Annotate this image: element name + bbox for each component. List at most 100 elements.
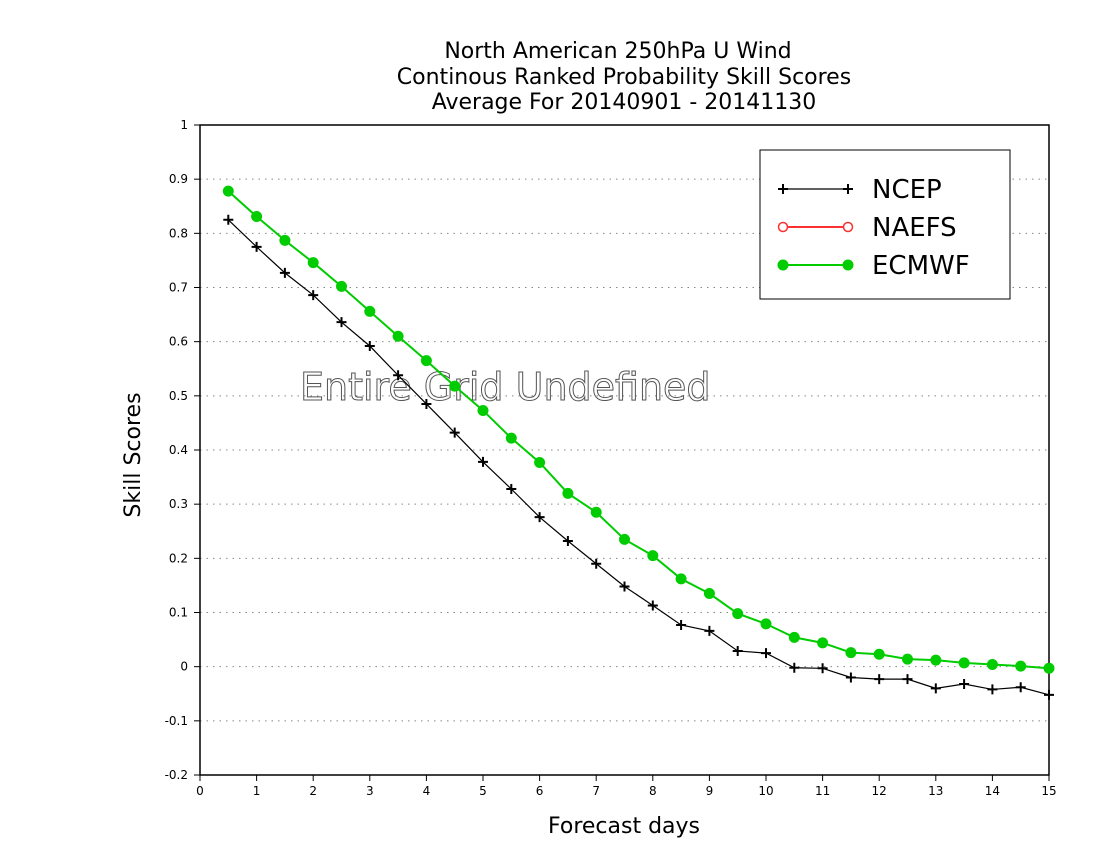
- ecmwf-point: [788, 631, 800, 643]
- ncep-point: [308, 290, 319, 301]
- ncep-point: [930, 683, 941, 694]
- y-tick-label: -0.2: [165, 768, 188, 782]
- x-tick-label: 0: [196, 784, 204, 798]
- ncep-point: [732, 645, 743, 656]
- ncep-line: [227, 219, 1050, 696]
- series-ncep: [223, 214, 1054, 700]
- ncep-point: [959, 679, 970, 689]
- x-tick-label: 14: [985, 784, 1000, 798]
- x-tick-label: 10: [758, 784, 773, 798]
- ecmwf-point: [307, 257, 319, 269]
- ecmwf-point: [279, 234, 291, 246]
- ecmwf-point: [647, 550, 659, 562]
- ncep-point: [534, 512, 545, 523]
- ecmwf-point: [873, 648, 885, 660]
- ncep-point: [279, 267, 290, 278]
- legend-item-ncep: NCEP: [778, 175, 942, 205]
- legend-marker: [842, 221, 854, 233]
- y-tick-label: 0.6: [169, 335, 188, 349]
- title-line-3: Average For 20140901 - 20141130: [432, 90, 817, 115]
- y-axis: -0.2 -0.1 0 0.1 0.2 0.3 0.4 0.5 0.6 0.7 0.8 0.9 1: [165, 118, 200, 782]
- series-ecmwf: [222, 185, 1055, 674]
- legend-items: NCEP NAEFS ECMWF: [777, 175, 970, 281]
- x-tick-label: 11: [815, 784, 830, 798]
- x-tick-label: 5: [479, 784, 487, 798]
- x-tick-label: 13: [928, 784, 943, 798]
- ecmwf-point: [986, 659, 998, 670]
- y-tick-label: 0.1: [169, 606, 188, 620]
- legend: NCEP NAEFS ECMWF: [759, 149, 1011, 300]
- ecmwf-point: [449, 380, 461, 392]
- x-tick-label: 6: [536, 784, 544, 798]
- ncep-point: [902, 674, 913, 685]
- title-line-2: Continous Ranked Probability Skill Score…: [397, 65, 851, 90]
- x-tick-label: 2: [309, 784, 317, 798]
- ncep-point: [591, 558, 602, 569]
- ecmwf-point: [760, 618, 772, 630]
- legend-label: NCEP: [872, 175, 942, 205]
- ncep-point: [421, 398, 432, 409]
- legend-item-ecmwf: ECMWF: [777, 251, 970, 281]
- legend-item-naefs: NAEFS: [777, 213, 957, 243]
- ecmwf-point: [675, 573, 687, 585]
- ecmwf-point: [930, 654, 942, 666]
- legend-marker: [843, 184, 853, 194]
- ncep-point: [987, 684, 998, 695]
- ecmwf-point: [732, 608, 744, 620]
- ecmwf-point: [420, 355, 432, 367]
- ecmwf-point: [703, 588, 715, 600]
- ncep-point: [478, 456, 488, 467]
- title-line-1: North American 250hPa U Wind: [444, 39, 791, 64]
- ecmwf-point: [817, 637, 829, 649]
- ecmwf-point: [1015, 660, 1027, 672]
- ecmwf-point: [1043, 662, 1055, 674]
- ecmwf-point: [505, 432, 517, 444]
- ecmwf-point: [590, 506, 602, 518]
- ncep-point: [393, 370, 404, 381]
- ecmwf-point: [845, 647, 857, 659]
- ncep-point: [506, 484, 517, 494]
- ecmwf-point: [958, 657, 970, 669]
- ecmwf-point: [222, 185, 234, 197]
- ncep-point: [251, 241, 262, 252]
- ncep-point: [647, 600, 658, 611]
- ncep-point: [676, 619, 687, 630]
- ncep-point: [817, 663, 828, 674]
- x-axis: 0 1 2 3 4 5 6 7 8 9 10 11 12 13 14 15: [196, 775, 1057, 798]
- series-layer: [222, 185, 1055, 700]
- y-tick-label: 0.4: [169, 443, 188, 457]
- ecmwf-point: [534, 456, 546, 468]
- ncep-point: [874, 674, 885, 685]
- ecmwf-point: [392, 330, 404, 342]
- legend-marker: [777, 221, 789, 233]
- y-tick-label: 0.7: [169, 281, 188, 295]
- legend-marker: [777, 259, 789, 271]
- ncep-point: [619, 581, 630, 592]
- x-tick-label: 9: [706, 784, 714, 798]
- y-tick-label: 0.9: [169, 172, 188, 186]
- ncep-point: [223, 214, 234, 225]
- y-tick-label: 1: [180, 118, 188, 132]
- ecmwf-point: [251, 211, 263, 223]
- legend-label: NAEFS: [872, 213, 957, 243]
- x-axis-title: Forecast days: [548, 814, 700, 839]
- ncep-point: [364, 341, 375, 351]
- ncep-point: [562, 536, 573, 546]
- y-tick-label: -0.1: [165, 714, 188, 728]
- y-axis-title: Skill Scores: [121, 392, 146, 517]
- x-tick-label: 15: [1041, 784, 1056, 798]
- y-tick-label: 0.8: [169, 226, 188, 240]
- legend-marker: [778, 184, 788, 194]
- x-tick-label: 3: [366, 784, 374, 798]
- ncep-point: [789, 662, 800, 673]
- ncep-point: [1044, 689, 1054, 700]
- ncep-point: [1015, 682, 1026, 693]
- ecmwf-point: [364, 305, 376, 317]
- ncep-point: [449, 427, 460, 438]
- x-tick-label: 4: [423, 784, 431, 798]
- x-tick-label: 12: [872, 784, 887, 798]
- ecmwf-point: [902, 653, 913, 665]
- legend-box: [759, 149, 1011, 300]
- ecmwf-point: [336, 280, 347, 292]
